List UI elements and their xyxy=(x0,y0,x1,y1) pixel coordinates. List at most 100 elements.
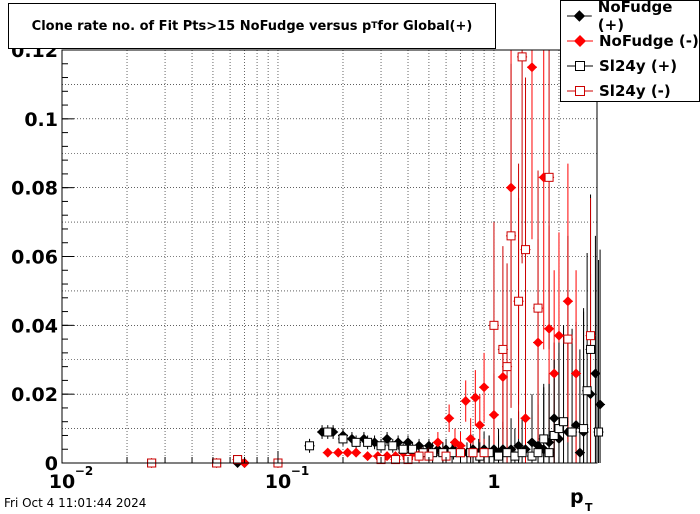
data-point-square xyxy=(533,448,543,458)
data-point-diamond xyxy=(444,413,455,424)
data-point-square xyxy=(544,172,554,182)
data-point-square xyxy=(554,424,564,434)
x-axis-label-subscript: T xyxy=(585,501,593,514)
data-point-diamond xyxy=(465,433,476,444)
legend-entry-nofudge-minus: NoFudge (-) xyxy=(567,28,699,53)
data-point-diamond xyxy=(590,368,601,379)
data-point-square xyxy=(586,344,596,354)
data-point-square xyxy=(517,448,527,458)
data-point-square xyxy=(376,441,386,451)
data-point-square xyxy=(567,427,577,437)
grid-lines xyxy=(61,49,598,464)
data-point-diamond xyxy=(432,437,443,448)
y-tick-label: 0.04 xyxy=(11,315,58,337)
data-point-diamond xyxy=(322,447,333,458)
data-point-square xyxy=(549,430,559,440)
data-point-diamond xyxy=(342,447,353,458)
data-point-square xyxy=(455,448,465,458)
data-point-diamond xyxy=(562,296,573,307)
open-square-marker-icon xyxy=(567,60,593,71)
data-markers xyxy=(146,52,606,468)
data-point-square xyxy=(323,427,333,437)
data-point-square xyxy=(494,451,504,461)
data-point-diamond xyxy=(474,420,485,431)
data-point-square xyxy=(498,344,508,354)
data-point-diamond xyxy=(497,371,508,382)
data-point-square xyxy=(502,448,512,458)
data-point-diamond xyxy=(549,413,560,424)
data-point-diamond xyxy=(460,396,471,407)
data-point-square xyxy=(586,331,596,341)
data-point-diamond xyxy=(351,447,362,458)
data-point-square xyxy=(563,334,573,344)
legend-label: Sl24y (+) xyxy=(599,56,678,75)
data-point-diamond xyxy=(544,323,555,334)
legend-label: NoFudge (-) xyxy=(599,31,699,50)
data-point-square xyxy=(398,444,408,454)
y-tick-label: 0 xyxy=(45,453,58,475)
x-tick-label-exponent: −1 xyxy=(291,464,309,478)
data-point-square xyxy=(514,296,524,306)
data-point-diamond xyxy=(470,392,481,403)
data-point-square xyxy=(489,320,499,330)
chart-title-subscript: T xyxy=(371,21,378,31)
data-point-square xyxy=(506,231,516,241)
data-point-square xyxy=(579,424,589,434)
data-point-square xyxy=(390,455,400,465)
legend-entry-sl24y-minus: Sl24y (-) xyxy=(567,78,699,103)
data-point-square xyxy=(533,303,543,313)
y-tick-label: 0.08 xyxy=(11,178,58,200)
chart-title-suffix: for Global(+) xyxy=(377,18,473,34)
data-point-square xyxy=(305,441,315,451)
data-point-square xyxy=(408,444,418,454)
timestamp: Fri Oct 4 11:01:44 2024 xyxy=(4,496,147,510)
chart-title-text: Clone rate no. of Fit Pts>15 NoFudge ver… xyxy=(31,18,372,34)
filled-diamond-marker-icon xyxy=(567,34,593,47)
data-point-diamond xyxy=(595,399,606,410)
data-point-square xyxy=(351,437,361,447)
data-point-square xyxy=(233,455,243,465)
data-point-square xyxy=(544,448,554,458)
data-point-diamond xyxy=(333,447,344,458)
legend-entry-nofudge-plus: NoFudge (+) xyxy=(567,0,699,34)
data-point-square xyxy=(388,441,398,451)
chart-title: Clone rate no. of Fit Pts>15 NoFudge ver… xyxy=(8,3,496,49)
axes xyxy=(61,49,598,464)
x-tick-label: 1 xyxy=(487,471,500,493)
data-point-diamond xyxy=(533,337,544,348)
legend: NoFudge (+) NoFudge (-) Sl24y (+) Sl24y … xyxy=(560,0,700,102)
x-tick-label-exponent: −2 xyxy=(75,464,93,478)
data-point-square xyxy=(338,434,348,444)
data-point-square xyxy=(539,434,549,444)
data-point-diamond xyxy=(549,368,560,379)
data-point-square xyxy=(517,52,527,62)
data-point-diamond xyxy=(362,451,373,462)
data-point-square xyxy=(594,427,604,437)
data-point-diamond xyxy=(526,62,537,73)
x-tick-label: 10 xyxy=(49,471,75,493)
data-point-diamond xyxy=(506,182,517,193)
legend-label: NoFudge (+) xyxy=(597,0,673,34)
data-point-square xyxy=(363,437,373,447)
data-point-square xyxy=(559,417,569,427)
data-point-square xyxy=(468,448,478,458)
data-point-square xyxy=(479,448,489,458)
data-point-diamond xyxy=(574,447,585,458)
filled-diamond-marker-icon xyxy=(567,9,592,22)
y-tick-label: 0.02 xyxy=(11,384,58,406)
x-axis-label: p xyxy=(570,486,584,508)
data-point-square xyxy=(521,245,531,255)
data-point-diamond xyxy=(520,413,531,424)
data-point-square xyxy=(582,386,592,396)
data-point-square xyxy=(414,451,424,461)
y-tick-label: 0.06 xyxy=(11,247,58,269)
y-tick-label: 0.1 xyxy=(24,109,58,131)
data-point-diamond xyxy=(488,409,499,420)
data-point-diamond xyxy=(571,368,582,379)
data-point-diamond xyxy=(479,382,490,393)
data-point-square xyxy=(502,362,512,372)
x-tick-label: 10 xyxy=(265,471,291,493)
open-square-marker-icon xyxy=(567,85,593,96)
